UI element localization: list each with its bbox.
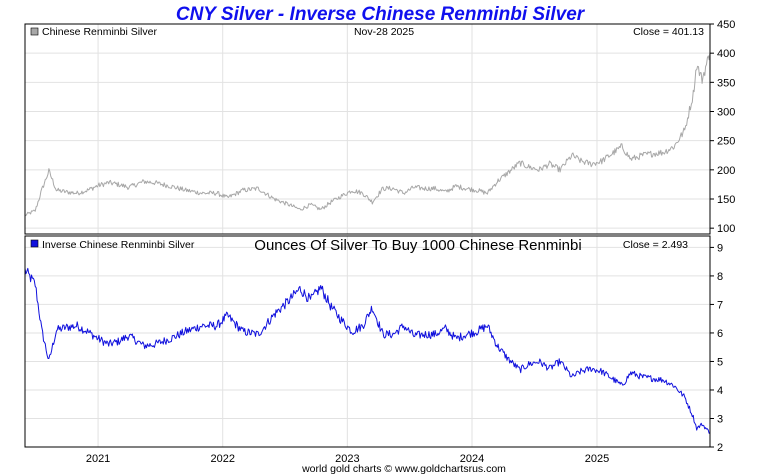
top-y-tick-label: 350 xyxy=(717,77,735,89)
bottom-y-tick-label: 7 xyxy=(717,299,723,311)
bottom-y-tick-label: 6 xyxy=(717,328,723,340)
top-gridlines xyxy=(25,24,710,234)
bottom-y-tick-label: 9 xyxy=(717,242,723,254)
chart-title: CNY Silver - Inverse Chinese Renminbi Si… xyxy=(176,4,586,25)
x-tick-label: 2023 xyxy=(335,453,359,465)
bottom-plot-frame xyxy=(24,235,711,448)
top-y-tick-label: 100 xyxy=(717,223,735,235)
top-y-tick-label: 150 xyxy=(717,194,735,206)
bottom-y-tick-label: 8 xyxy=(717,271,723,283)
bottom-legend-swatch xyxy=(30,239,39,248)
bottom-legend-label: Inverse Chinese Renminbi Silver xyxy=(42,239,195,251)
bottom-subtitle: Ounces Of Silver To Buy 1000 Chinese Ren… xyxy=(254,237,581,254)
bottom-series-line xyxy=(24,267,711,434)
top-y-tick-label: 200 xyxy=(717,165,735,177)
x-tick-label: 2021 xyxy=(86,453,110,465)
top-y-tick-label: 450 xyxy=(717,19,735,31)
top-series-line xyxy=(24,52,711,217)
x-tick-label: 2022 xyxy=(210,453,234,465)
bottom-y-tick-label: 4 xyxy=(717,385,723,397)
top-y-tick-label: 400 xyxy=(717,48,735,60)
top-y-tick-label: 250 xyxy=(717,136,735,148)
bottom-y-tick-label: 3 xyxy=(717,413,723,425)
top-date-label: Nov-28 2025 xyxy=(354,26,414,38)
top-legend-label: Chinese Renminbi Silver xyxy=(42,26,157,38)
top-close-label: Close = 401.13 xyxy=(633,26,704,38)
bottom-y-axis: 2 3 4 5 6 7 8 9 xyxy=(710,242,723,454)
top-y-tick-label: 300 xyxy=(717,107,735,119)
bottom-y-tick-label: 5 xyxy=(717,356,723,368)
top-panel: Chinese Renminbi Silver Nov-28 2025 Clos… xyxy=(24,19,735,235)
bottom-gridlines xyxy=(25,236,710,447)
x-axis: 2021 2022 2023 2024 2025 xyxy=(86,453,609,465)
bottom-close-label: Close = 2.493 xyxy=(623,239,688,251)
top-y-axis: 100 150 200 250 300 350 400 450 xyxy=(710,19,735,235)
top-plot-frame xyxy=(24,23,711,235)
footer-credit: world gold charts © www.goldchartsrus.co… xyxy=(301,463,506,475)
bottom-y-tick-label: 2 xyxy=(717,442,723,454)
x-tick-label: 2024 xyxy=(460,453,484,465)
bottom-panel: Inverse Chinese Renminbi Silver Ounces O… xyxy=(24,235,723,454)
top-legend-swatch xyxy=(30,27,39,36)
x-tick-label: 2025 xyxy=(585,453,609,465)
